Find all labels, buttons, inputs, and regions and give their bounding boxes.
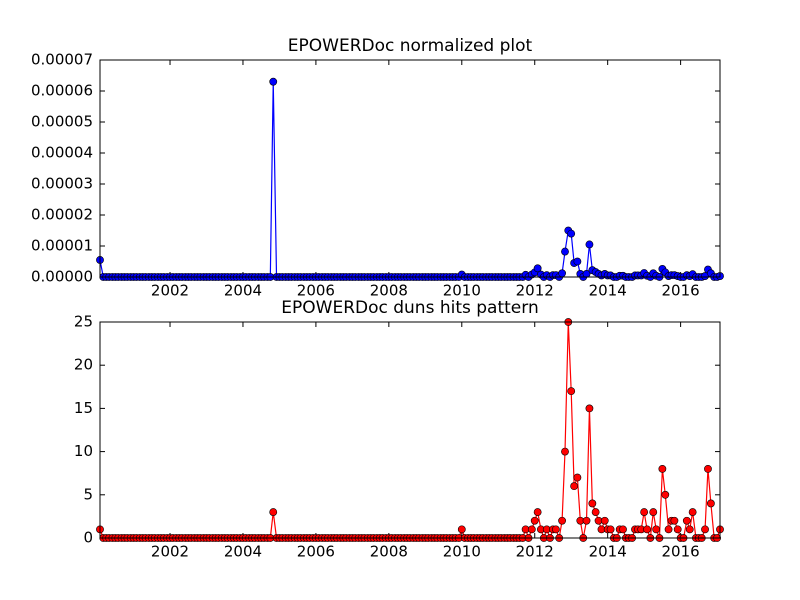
- data-point: [643, 525, 651, 534]
- data-point: [688, 508, 697, 516]
- data-point: [664, 525, 673, 534]
- data-point: [701, 525, 709, 534]
- x-tick-label: 2008: [370, 543, 408, 561]
- data-point: [649, 508, 658, 516]
- data-point: [585, 240, 594, 249]
- data-point: [269, 77, 278, 86]
- x-tick-label: 2006: [297, 543, 335, 561]
- y-tick-label: 0.00002: [31, 206, 93, 224]
- axes-frame: [99, 321, 721, 539]
- data-point: [533, 508, 542, 516]
- x-tick-label: 2008: [370, 282, 408, 300]
- y-tick-label: 20: [74, 356, 93, 374]
- y-tick-label: 25: [74, 313, 93, 331]
- x-tick-label: 2010: [443, 282, 481, 300]
- x-tick-label: 2002: [151, 282, 189, 300]
- data-point: [530, 516, 539, 525]
- data-point: [582, 516, 591, 525]
- data-point: [573, 473, 582, 482]
- data-point: [670, 516, 679, 525]
- data-point: [704, 464, 712, 473]
- x-tick-label: 2014: [589, 543, 627, 561]
- data-point: [570, 482, 579, 491]
- data-point: [658, 464, 667, 473]
- data-point: [591, 508, 600, 516]
- x-tick-label: 2016: [662, 282, 700, 300]
- chart-title: EPOWERDoc duns hits pattern: [281, 298, 538, 318]
- chart-title: EPOWERDoc normalized plot: [288, 36, 533, 56]
- y-tick-label: 0.00001: [31, 237, 93, 255]
- data-point: [706, 499, 715, 508]
- x-tick-label: 2016: [662, 543, 700, 561]
- data-point: [567, 229, 576, 238]
- data-point: [561, 447, 569, 456]
- y-tick-label: 0.00004: [31, 144, 93, 162]
- axes-frame: [99, 59, 721, 278]
- data-point: [533, 264, 542, 273]
- x-tick-label: 2004: [224, 282, 262, 300]
- x-tick-label: 2002: [151, 543, 189, 561]
- data-point: [269, 508, 278, 516]
- y-tick-label: 0: [83, 529, 93, 547]
- data-point: [585, 404, 594, 413]
- data-point: [457, 525, 466, 534]
- x-tick-label: 2012: [516, 282, 554, 300]
- x-tick-label: 2004: [224, 543, 262, 561]
- data-point: [685, 525, 694, 534]
- data-point: [558, 269, 566, 278]
- x-tick-label: 2010: [443, 543, 481, 561]
- data-point: [652, 525, 661, 534]
- y-tick-label: 0.00000: [31, 268, 93, 286]
- y-tick-label: 0.00005: [31, 113, 93, 131]
- x-tick-label: 2014: [589, 282, 627, 300]
- data-point: [573, 257, 582, 266]
- data-point: [661, 490, 670, 499]
- y-tick-label: 0.00006: [31, 82, 93, 100]
- data-point: [588, 499, 597, 508]
- data-point: [567, 387, 576, 396]
- y-tick-label: 15: [74, 399, 93, 417]
- data-point: [640, 508, 649, 516]
- data-point: [558, 516, 566, 525]
- x-tick-label: 2012: [516, 543, 554, 561]
- y-tick-label: 0.00003: [31, 175, 93, 193]
- data-point: [619, 525, 627, 534]
- data-point: [682, 516, 691, 525]
- data-point: [551, 525, 560, 534]
- y-tick-label: 0.00007: [31, 51, 93, 69]
- data-point: [561, 247, 569, 256]
- data-point: [527, 525, 536, 534]
- data-point: [606, 525, 615, 534]
- data-point: [600, 516, 609, 525]
- data-point: [673, 525, 682, 534]
- y-tick-label: 10: [74, 442, 93, 460]
- y-tick-label: 5: [83, 485, 93, 503]
- x-tick-label: 2006: [297, 282, 335, 300]
